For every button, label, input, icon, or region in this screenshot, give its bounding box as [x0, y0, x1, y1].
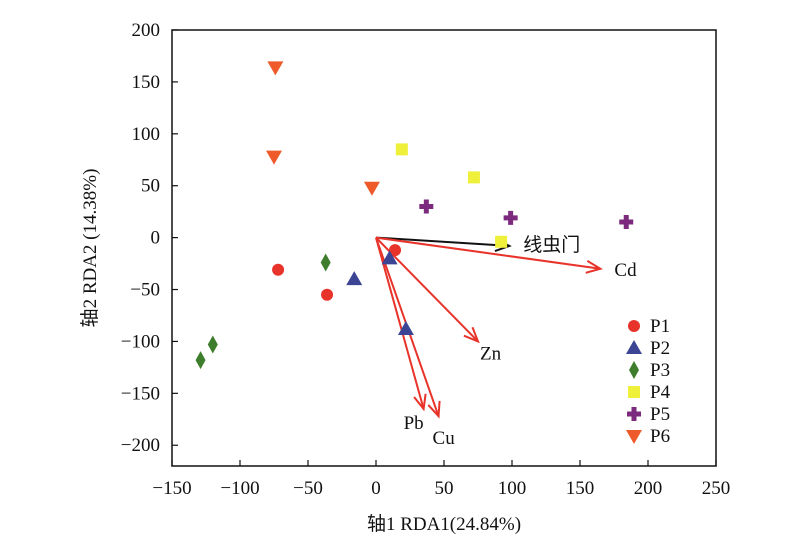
x-tick-label: −150 — [152, 478, 191, 499]
x-tick-label: 0 — [371, 478, 381, 499]
point-p5-2 — [619, 215, 634, 230]
point-p2-2 — [397, 320, 414, 335]
y-axis-title: 轴2 RDA2 (14.38%) — [79, 169, 101, 328]
x-tick-label: 200 — [634, 478, 663, 499]
legend-marker-p3 — [629, 361, 639, 379]
point-p5-0 — [419, 199, 434, 214]
x-tick-label: −100 — [220, 478, 259, 499]
y-tick-label: 100 — [132, 124, 161, 145]
point-p2-0 — [346, 271, 363, 286]
sample-points — [195, 61, 634, 370]
legend-marker-p5 — [627, 407, 641, 421]
point-p3-2 — [195, 351, 206, 370]
point-p1-0 — [272, 263, 285, 276]
y-tick-label: 200 — [132, 20, 161, 41]
vector-label-1: Cd — [614, 260, 637, 281]
y-tick-label: −150 — [121, 383, 160, 404]
vector-3-arrowhead — [413, 393, 427, 412]
point-p6-2 — [363, 181, 380, 196]
legend-marker-p4 — [628, 386, 640, 398]
point-p1-1 — [321, 288, 334, 301]
point-p1-2 — [389, 244, 402, 257]
vector-2-arrowhead — [463, 326, 480, 344]
x-tick-label: 250 — [702, 478, 731, 499]
legend-marker-p2 — [626, 340, 642, 354]
point-p2-1 — [381, 250, 398, 265]
legend-label-p1: P1 — [650, 316, 670, 337]
x-tick-label: 100 — [498, 478, 527, 499]
legend-label-p2: P2 — [650, 338, 670, 359]
vector-label-4: Cu — [433, 428, 456, 449]
y-tick-label: −100 — [121, 331, 160, 352]
y-tick-label: −50 — [130, 280, 160, 301]
point-p3-0 — [320, 253, 331, 272]
legend-label-p3: P3 — [650, 360, 670, 381]
point-p4-0 — [395, 143, 408, 156]
legend-label-p4: P4 — [650, 382, 671, 403]
point-p3-1 — [207, 335, 218, 354]
point-p4-2 — [495, 235, 508, 248]
y-tick-label: 0 — [151, 228, 161, 249]
y-tick-label: 150 — [132, 72, 161, 93]
legend-label-p6: P6 — [650, 426, 670, 447]
point-p6-1 — [266, 150, 282, 165]
vector-0-line — [375, 236, 510, 247]
x-axis-title: 轴1 RDA1(24.84%) — [367, 513, 521, 535]
point-p5-1 — [503, 210, 518, 225]
y-tick-label: −200 — [121, 435, 160, 456]
environment-vectors: 线虫门 Cd Zn Pb Cu — [375, 234, 637, 449]
x-tick-label: −50 — [293, 478, 323, 499]
vector-label-2: Zn — [480, 343, 502, 364]
x-tick-label: 150 — [566, 478, 595, 499]
x-tick-label: 50 — [435, 478, 454, 499]
vector-label-0: 线虫门 — [523, 234, 580, 256]
point-p4-1 — [467, 171, 480, 184]
legend-label-p5: P5 — [650, 404, 670, 425]
legend-marker-p6 — [626, 430, 642, 444]
vector-4-arrowhead — [427, 400, 441, 419]
point-p6-0 — [267, 61, 284, 76]
vector-label-3: Pb — [404, 413, 424, 434]
vector-1-line — [375, 236, 601, 270]
y-tick-label: 50 — [141, 176, 160, 197]
vector-3-line — [375, 237, 425, 410]
vector-1-arrowhead — [585, 260, 603, 274]
legend-marker-p1 — [628, 320, 640, 332]
axes: −150 −100 −50 0 50 100 150 200 250 −200 −150 −100 −5… — [121, 20, 730, 499]
